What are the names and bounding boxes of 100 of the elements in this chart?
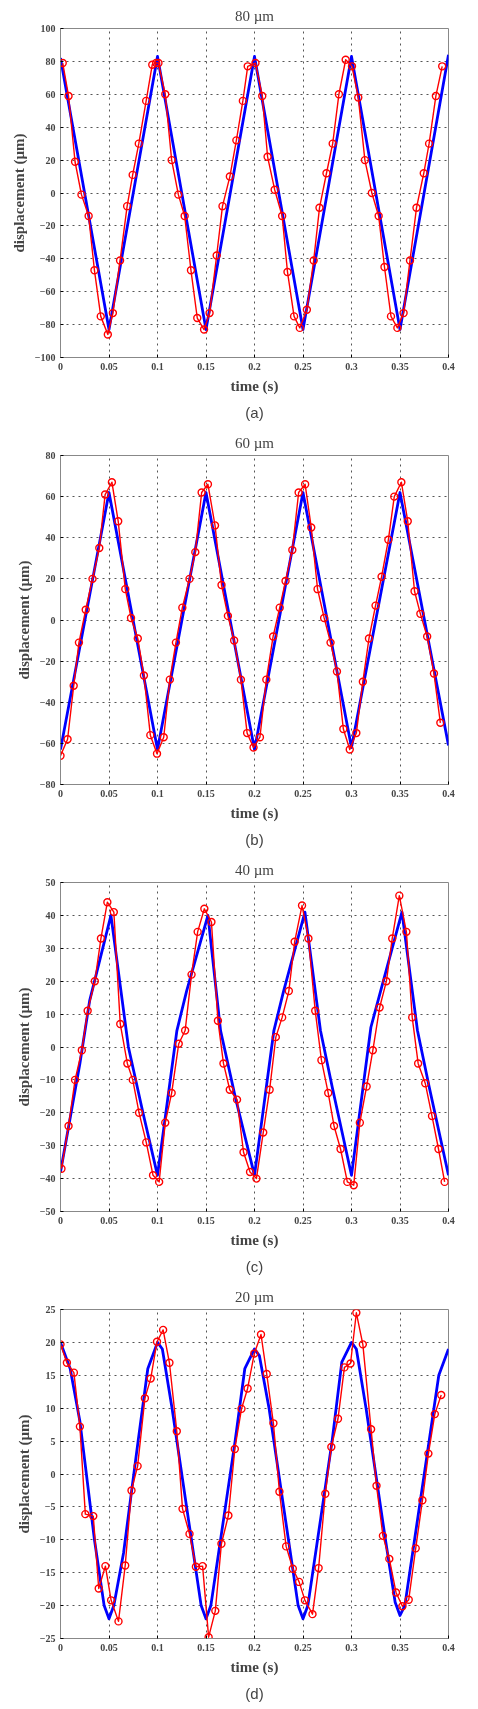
point	[95, 543, 104, 553]
point	[89, 1511, 98, 1521]
point	[107, 478, 117, 487]
point	[268, 632, 278, 641]
text: (d)	[245, 1684, 264, 1702]
line-series	[60, 1309, 446, 1639]
point	[180, 1026, 190, 1035]
point	[69, 1368, 79, 1377]
point	[319, 613, 329, 623]
point	[437, 1390, 446, 1400]
point	[436, 718, 445, 728]
x-axis-title: time (s)	[230, 804, 279, 822]
point	[172, 1427, 181, 1436]
point	[418, 1496, 427, 1505]
y-tick-label: 25	[45, 1304, 56, 1315]
point	[146, 730, 155, 740]
y-tick-label: 10	[45, 1008, 56, 1020]
point	[262, 1369, 271, 1379]
point	[329, 1121, 339, 1131]
point	[114, 1617, 123, 1626]
point	[343, 1177, 352, 1187]
point	[207, 917, 216, 927]
y-tick-label: 40	[45, 909, 56, 921]
chart-title: 60 µm	[234, 434, 275, 451]
point	[62, 1358, 72, 1367]
point	[101, 1561, 110, 1571]
y-tick-label: −10	[39, 1074, 56, 1086]
y-tick-label: 100	[40, 23, 56, 34]
point	[297, 901, 307, 910]
point	[191, 547, 200, 557]
point	[429, 669, 439, 678]
point	[152, 1337, 162, 1346]
y-tick-label: 40	[45, 121, 56, 133]
point	[245, 1167, 255, 1177]
point	[275, 1487, 284, 1496]
y-tick-label: 60	[45, 88, 56, 100]
point	[304, 934, 313, 943]
chart-title: 80 µm	[234, 7, 275, 24]
point	[371, 601, 380, 610]
y-axis-title: displacement (µm)	[15, 987, 33, 1107]
y-tick-label: 80	[45, 55, 56, 67]
point	[424, 1449, 433, 1458]
point	[174, 1039, 183, 1048]
point	[148, 1171, 158, 1180]
point	[271, 1032, 281, 1042]
point	[159, 733, 168, 742]
point	[427, 1111, 437, 1121]
point	[377, 572, 386, 582]
point	[300, 480, 310, 489]
y-tick-label: −60	[39, 737, 56, 749]
point	[187, 970, 196, 979]
x-tick-label: 0.05	[100, 360, 118, 372]
point	[364, 634, 374, 643]
point	[336, 1144, 345, 1154]
point	[239, 1148, 248, 1157]
y-tick-label: 20	[45, 1336, 56, 1348]
point	[63, 735, 72, 744]
point	[77, 1046, 87, 1055]
y-tick-label: −30	[39, 1140, 56, 1152]
point	[171, 638, 181, 647]
point	[103, 898, 112, 907]
y-tick-label: 0	[50, 1041, 56, 1053]
x-tick-label: 0.25	[294, 1641, 312, 1653]
point	[358, 1340, 368, 1349]
point	[237, 1404, 246, 1414]
point	[211, 1606, 220, 1616]
y-tick-label: −20	[39, 655, 56, 667]
x-axis-title: time (s)	[230, 1231, 279, 1249]
y-tick-label: −20	[39, 1107, 56, 1119]
point	[317, 1055, 326, 1065]
point	[106, 1596, 116, 1605]
point	[64, 1121, 73, 1131]
point	[210, 521, 220, 530]
point	[191, 1562, 201, 1571]
point	[372, 1481, 381, 1491]
x-tick-label: 0.2	[248, 1214, 261, 1226]
x-tick-label: 0.2	[248, 1641, 261, 1653]
y-tick-label: 60	[45, 491, 56, 503]
x-tick-label: 0.05	[100, 787, 118, 799]
point	[368, 1046, 378, 1055]
point	[422, 632, 432, 641]
y-tick-label: −15	[39, 1567, 56, 1579]
point	[232, 1095, 242, 1104]
point	[217, 1539, 226, 1548]
x-tick-label: 0.2	[248, 787, 261, 799]
point	[127, 1486, 136, 1495]
point	[262, 675, 271, 684]
point	[390, 492, 399, 501]
point	[366, 1425, 376, 1434]
x-axis-title: time (s)	[230, 1658, 279, 1676]
x-tick-label: 0.4	[442, 1641, 455, 1653]
point	[167, 1088, 176, 1098]
point	[109, 907, 119, 917]
y-axis-title: displacement (µm)	[15, 560, 33, 680]
point	[410, 587, 419, 596]
point	[384, 535, 393, 544]
point	[142, 1138, 151, 1147]
point	[100, 490, 110, 499]
point	[185, 1529, 194, 1539]
point	[81, 1509, 90, 1519]
